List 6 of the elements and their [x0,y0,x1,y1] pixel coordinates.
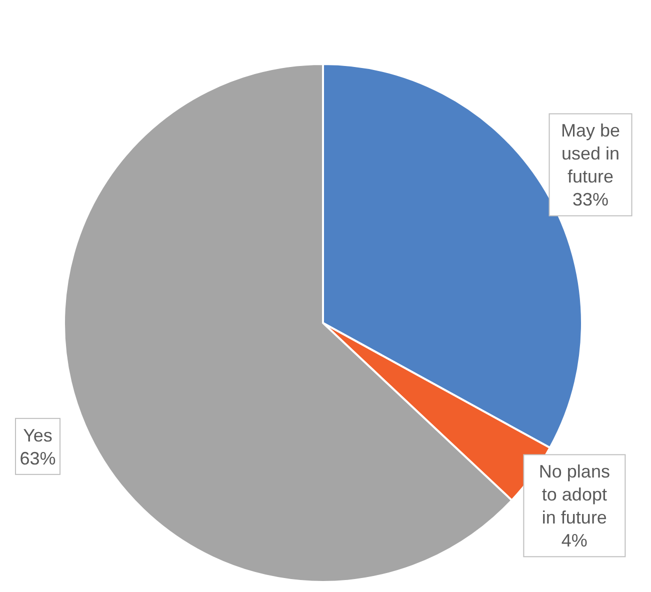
slice-label: May be used in future [561,120,620,187]
data-label: 33% [572,190,609,210]
data-label: 4% [561,530,588,551]
slice-label: No plans to adopt in future [538,462,610,528]
slice-label: Yes [23,425,52,446]
data-label: 63% [20,448,56,468]
